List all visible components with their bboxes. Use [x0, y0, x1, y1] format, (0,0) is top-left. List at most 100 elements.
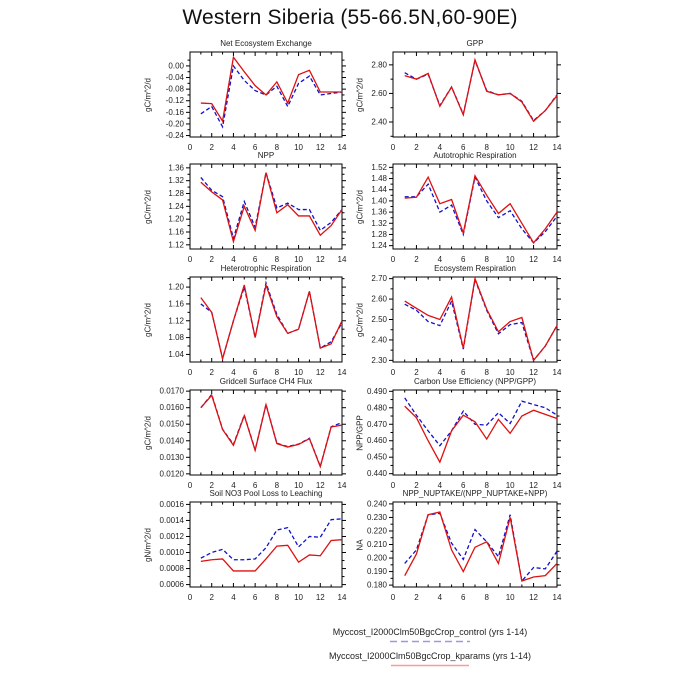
y-tick-label: 1.40 [371, 196, 387, 205]
x-tick-label: 10 [294, 481, 303, 490]
x-tick-label: 6 [253, 593, 258, 602]
y-tick-label: 1.52 [371, 163, 387, 172]
y-tick-label: 0.0170 [160, 387, 185, 396]
legend: Myccost_I2000Clm50BgcCrop_control (yrs 1… [250, 626, 610, 674]
series-kparams-line [200, 282, 343, 362]
y-tick-label: 1.48 [371, 174, 387, 183]
y-tick-label: 1.20 [168, 283, 184, 292]
y-tick-label: -0.12 [166, 96, 185, 105]
y-tick-label: 2.50 [371, 315, 387, 324]
series-kparams-line [200, 55, 342, 123]
y-tick-label: 2.70 [371, 274, 387, 283]
x-tick-label: 8 [275, 593, 280, 602]
x-tick-label: 2 [414, 593, 419, 602]
x-tick-label: 4 [231, 143, 236, 152]
x-tick-label: 8 [484, 143, 489, 152]
x-tick-label: 10 [294, 368, 303, 377]
y-tick-label: 0.440 [367, 469, 388, 478]
series-control-line [200, 518, 343, 561]
subplot-plot-no3_leaching: 0 2 4 6 8 10 12 14 0.0016 0.0014 0.0012 0.0010 0.000… [160, 500, 347, 602]
x-tick-label: 8 [275, 368, 280, 377]
y-tick-label: 1.16 [168, 299, 184, 308]
x-tick-label: 14 [553, 593, 562, 602]
series-kparams-line [200, 539, 343, 572]
series-control-line [404, 175, 558, 244]
x-tick-label: 6 [461, 368, 466, 377]
y-tick-label: -0.20 [166, 119, 185, 128]
subplot-title-ch4: Gridcell Surface CH4 Flux [219, 377, 313, 386]
x-tick-label: 2 [209, 255, 214, 264]
y-tick-label: 0.0150 [160, 420, 185, 429]
y-tick-label: 0.190 [367, 567, 388, 576]
x-tick-label: 12 [316, 593, 325, 602]
y-tick-label: 0.0120 [160, 469, 185, 478]
x-tick-label: 0 [391, 143, 396, 152]
y-tick-label: 1.32 [168, 176, 184, 185]
y-tick-label: 2.60 [371, 295, 387, 304]
x-tick-label: 6 [461, 255, 466, 264]
x-tick-label: 2 [414, 368, 419, 377]
series-kparams-line [200, 393, 343, 469]
y-tick-label: 0.0006 [160, 580, 185, 589]
subplot-plot-ar: 0 2 4 6 8 10 12 14 1.52 1.48 1.44 1.40 1.36 1.32 1.28 1… [371, 163, 562, 264]
x-tick-label: 4 [438, 255, 443, 264]
x-tick-label: 0 [391, 481, 396, 490]
x-tick-label: 0 [188, 143, 193, 152]
y-tick-label: 1.28 [371, 230, 387, 239]
subplot-title-er: Ecosystem Respiration [434, 264, 516, 273]
x-tick-label: 14 [338, 593, 347, 602]
x-tick-label: 14 [553, 481, 562, 490]
y-tick-label: 0.0160 [160, 403, 185, 412]
x-tick-label: 10 [506, 368, 515, 377]
x-tick-label: 2 [209, 481, 214, 490]
x-tick-label: 14 [553, 143, 562, 152]
y-tick-label: 1.24 [371, 241, 387, 250]
series-control-line [404, 512, 558, 583]
subplot-title-npp_nuptake_frac: NPP_NUPTAKE/(NPP_NUPTAKE+NPP) [402, 489, 548, 498]
y-tick-label: 0.200 [367, 554, 388, 563]
y-tick-label: -0.04 [166, 73, 185, 82]
x-tick-label: 14 [553, 255, 562, 264]
y-tick-label: 1.32 [371, 219, 387, 228]
y-tick-label: 2.40 [371, 118, 387, 127]
y-axis-label-npp: gC/m^2/d [143, 189, 153, 224]
x-tick-label: 8 [484, 481, 489, 490]
subplot-title-npp: NPP [257, 151, 275, 160]
y-tick-label: 1.36 [371, 208, 387, 217]
y-tick-label: -0.24 [166, 131, 185, 140]
x-tick-label: 6 [461, 481, 466, 490]
x-tick-label: 2 [209, 368, 214, 377]
x-tick-label: 4 [231, 593, 236, 602]
y-tick-label: -0.08 [166, 85, 185, 94]
legend-label-control: Myccost_I2000Clm50BgcCrop_control (yrs 1… [332, 627, 528, 637]
x-tick-label: 0 [188, 368, 193, 377]
x-tick-label: 10 [294, 593, 303, 602]
x-tick-label: 6 [253, 255, 258, 264]
series-control-line [200, 64, 343, 129]
subplot-plot-ch4: 0 2 4 6 8 10 12 14 0.0170 0.0160 0.0150 0.0140 0.013… [160, 387, 347, 490]
x-tick-label: 8 [275, 255, 280, 264]
legend-line-kparams [391, 664, 469, 667]
y-axis-label-nee: gC/m^2/d [143, 77, 153, 112]
y-tick-label: 0.0016 [160, 500, 185, 509]
legend-label-kparams: Myccost_I2000Clm50BgcCrop_kparams (yrs 1… [328, 651, 532, 661]
y-axis-label-ch4: gC/m^2/d [143, 415, 153, 450]
x-tick-label: 0 [391, 368, 396, 377]
series-control-line [200, 393, 343, 469]
x-tick-label: 0 [188, 481, 193, 490]
x-tick-label: 8 [484, 255, 489, 264]
x-tick-label: 8 [275, 143, 280, 152]
y-tick-label: 2.30 [371, 356, 387, 365]
y-tick-label: 0.180 [367, 581, 388, 590]
subplot-plot-hr: 0 2 4 6 8 10 12 14 1.20 1.16 1.12 1.08 1.04 [168, 276, 347, 377]
subplot-plot-nee: 0 2 4 6 8 10 12 14 0.00 -0.04 -0.08 -0.12 -0.16 -0.20… [166, 51, 347, 152]
y-tick-label: 1.36 [168, 163, 184, 172]
x-tick-label: 10 [506, 143, 515, 152]
x-tick-label: 10 [294, 143, 303, 152]
y-tick-label: -0.16 [166, 108, 185, 117]
figure-title: Western Siberia (55-66.5N,60-90E) [182, 6, 518, 29]
y-tick-label: 0.220 [367, 526, 388, 535]
series-control-line [404, 277, 558, 362]
x-tick-label: 10 [506, 255, 515, 264]
x-tick-label: 8 [484, 593, 489, 602]
